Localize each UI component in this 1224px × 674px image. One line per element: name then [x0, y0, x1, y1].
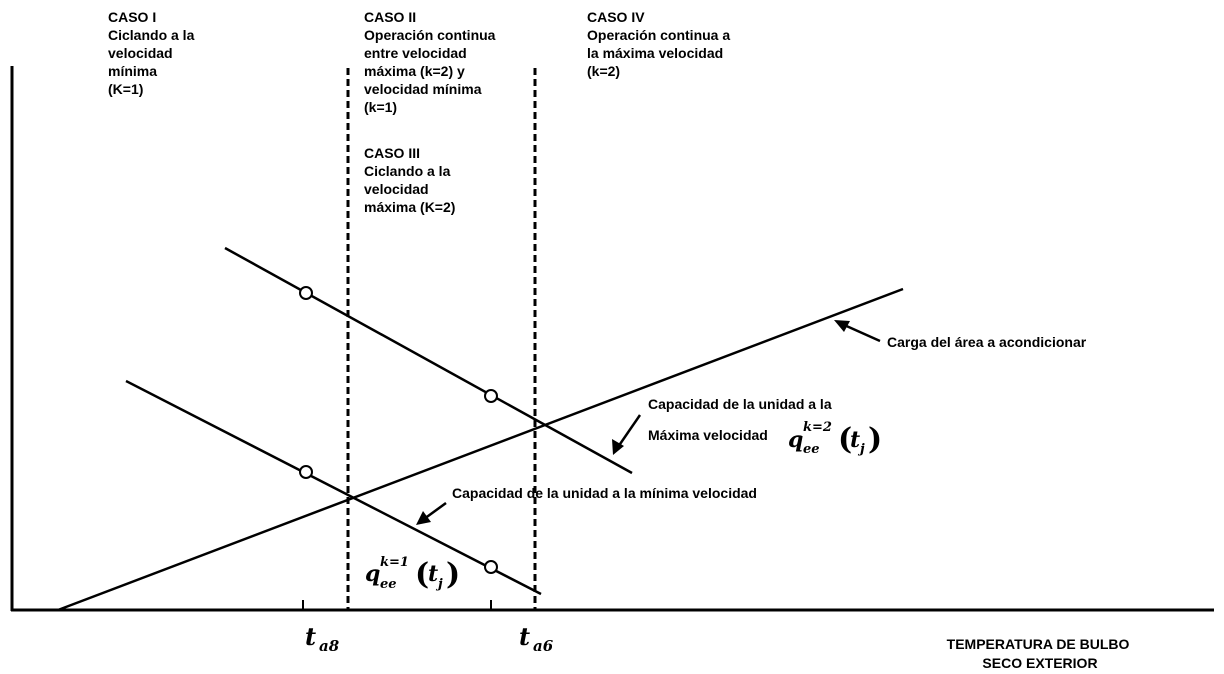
svg-text:a8: a8: [319, 637, 340, 655]
caso-4-label: CASO IV Operación continua a la máxima v…: [587, 9, 734, 79]
svg-text:(: (: [415, 557, 429, 592]
svg-text:t: t: [305, 622, 316, 651]
arrow-cap-min: [416, 501, 447, 525]
svg-text:a6: a6: [533, 637, 554, 655]
svg-text:j: j: [435, 577, 443, 592]
formula-q-max: q k=2 ee ( t j ): [788, 420, 882, 457]
svg-text:k=1: k=1: [380, 555, 409, 570]
max-speed-capacity-line: [224, 246, 633, 475]
caso-2-label: CASO II Operación continua entre velocid…: [364, 9, 499, 115]
x-axis-title: TEMPERATURA DE BULBO SECO EXTERIOR: [947, 636, 1134, 671]
svg-text:q: q: [365, 561, 380, 587]
marker-max-2: [484, 389, 498, 403]
svg-text:t: t: [519, 622, 530, 651]
svg-text:): ): [446, 557, 460, 592]
carga-label: Carga del área a acondicionar: [887, 334, 1087, 350]
svg-text:(: (: [838, 422, 852, 457]
svg-text:t: t: [850, 427, 860, 453]
svg-text:j: j: [857, 442, 865, 457]
marker-max-1: [299, 286, 313, 300]
svg-text:ee: ee: [803, 442, 820, 457]
svg-text:): ): [868, 422, 882, 457]
tick-label-ta8: t a8: [305, 622, 340, 655]
formula-q-min: q k=1 ee ( t j ): [365, 555, 460, 592]
load-line: [57, 287, 904, 612]
svg-text:t: t: [428, 561, 438, 587]
arrow-carga: [834, 320, 881, 343]
tick-label-ta6: t a6: [519, 622, 554, 655]
svg-text:q: q: [788, 427, 803, 453]
caso-1-label: CASO I Ciclando a la velocidad mínima (K…: [108, 9, 198, 97]
cap-max-label-line2: Máxima velocidad: [648, 427, 768, 443]
svg-text:ee: ee: [380, 577, 397, 592]
cap-min-label: Capacidad de la unidad a la mínima veloc…: [452, 485, 757, 501]
marker-min-1: [299, 465, 313, 479]
min-speed-capacity-line: [125, 379, 542, 596]
arrow-cap-max: [612, 414, 642, 455]
cap-max-label-line1: Capacidad de la unidad a la: [648, 396, 832, 412]
caso-3-label: CASO III Ciclando a la velocidad máxima …: [364, 145, 455, 215]
svg-text:k=2: k=2: [803, 420, 832, 435]
marker-min-2: [484, 560, 498, 574]
